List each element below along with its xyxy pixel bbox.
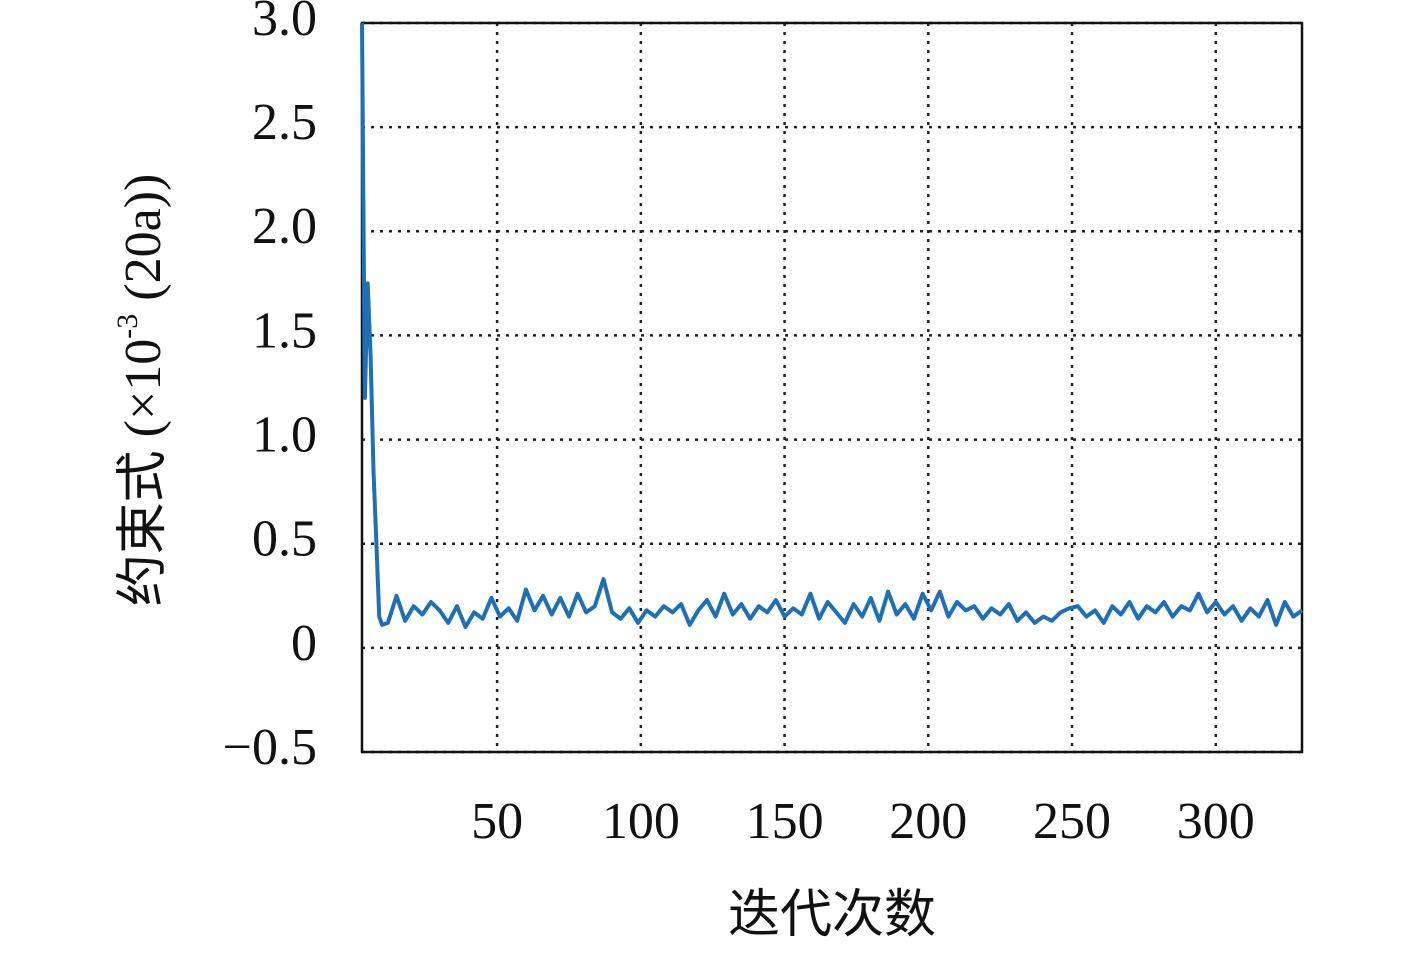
y-tick-label: 1.0 xyxy=(252,407,317,464)
y-label-suffix: (20a)) xyxy=(115,174,172,314)
y-tick-label: 0 xyxy=(291,615,317,672)
y-tick-label: 3.0 xyxy=(252,0,317,47)
x-tick-label: 100 xyxy=(602,793,680,850)
y-axis-label: 约束式 (×10-3 (20a)) xyxy=(111,174,172,607)
y-tick-label: 2.0 xyxy=(252,198,317,255)
y-label-sup: -3 xyxy=(111,314,144,339)
x-tick-label: 200 xyxy=(889,793,967,850)
y-tick-label: 1.5 xyxy=(252,302,317,359)
x-tick-label: 50 xyxy=(471,793,523,850)
data-line xyxy=(360,22,1304,629)
y-tick-label: 0.5 xyxy=(252,511,317,568)
y-tick-label: 2.5 xyxy=(252,94,317,151)
x-tick-label: 250 xyxy=(1033,793,1111,850)
x-axis-label: 迭代次数 xyxy=(728,887,936,944)
y-label-prefix: 约束式 (×10 xyxy=(115,339,172,607)
x-tick-label: 150 xyxy=(746,793,824,850)
x-tick-label: 300 xyxy=(1177,793,1255,850)
y-tick-label: −0.5 xyxy=(223,719,317,776)
plot-frame xyxy=(360,21,1304,754)
